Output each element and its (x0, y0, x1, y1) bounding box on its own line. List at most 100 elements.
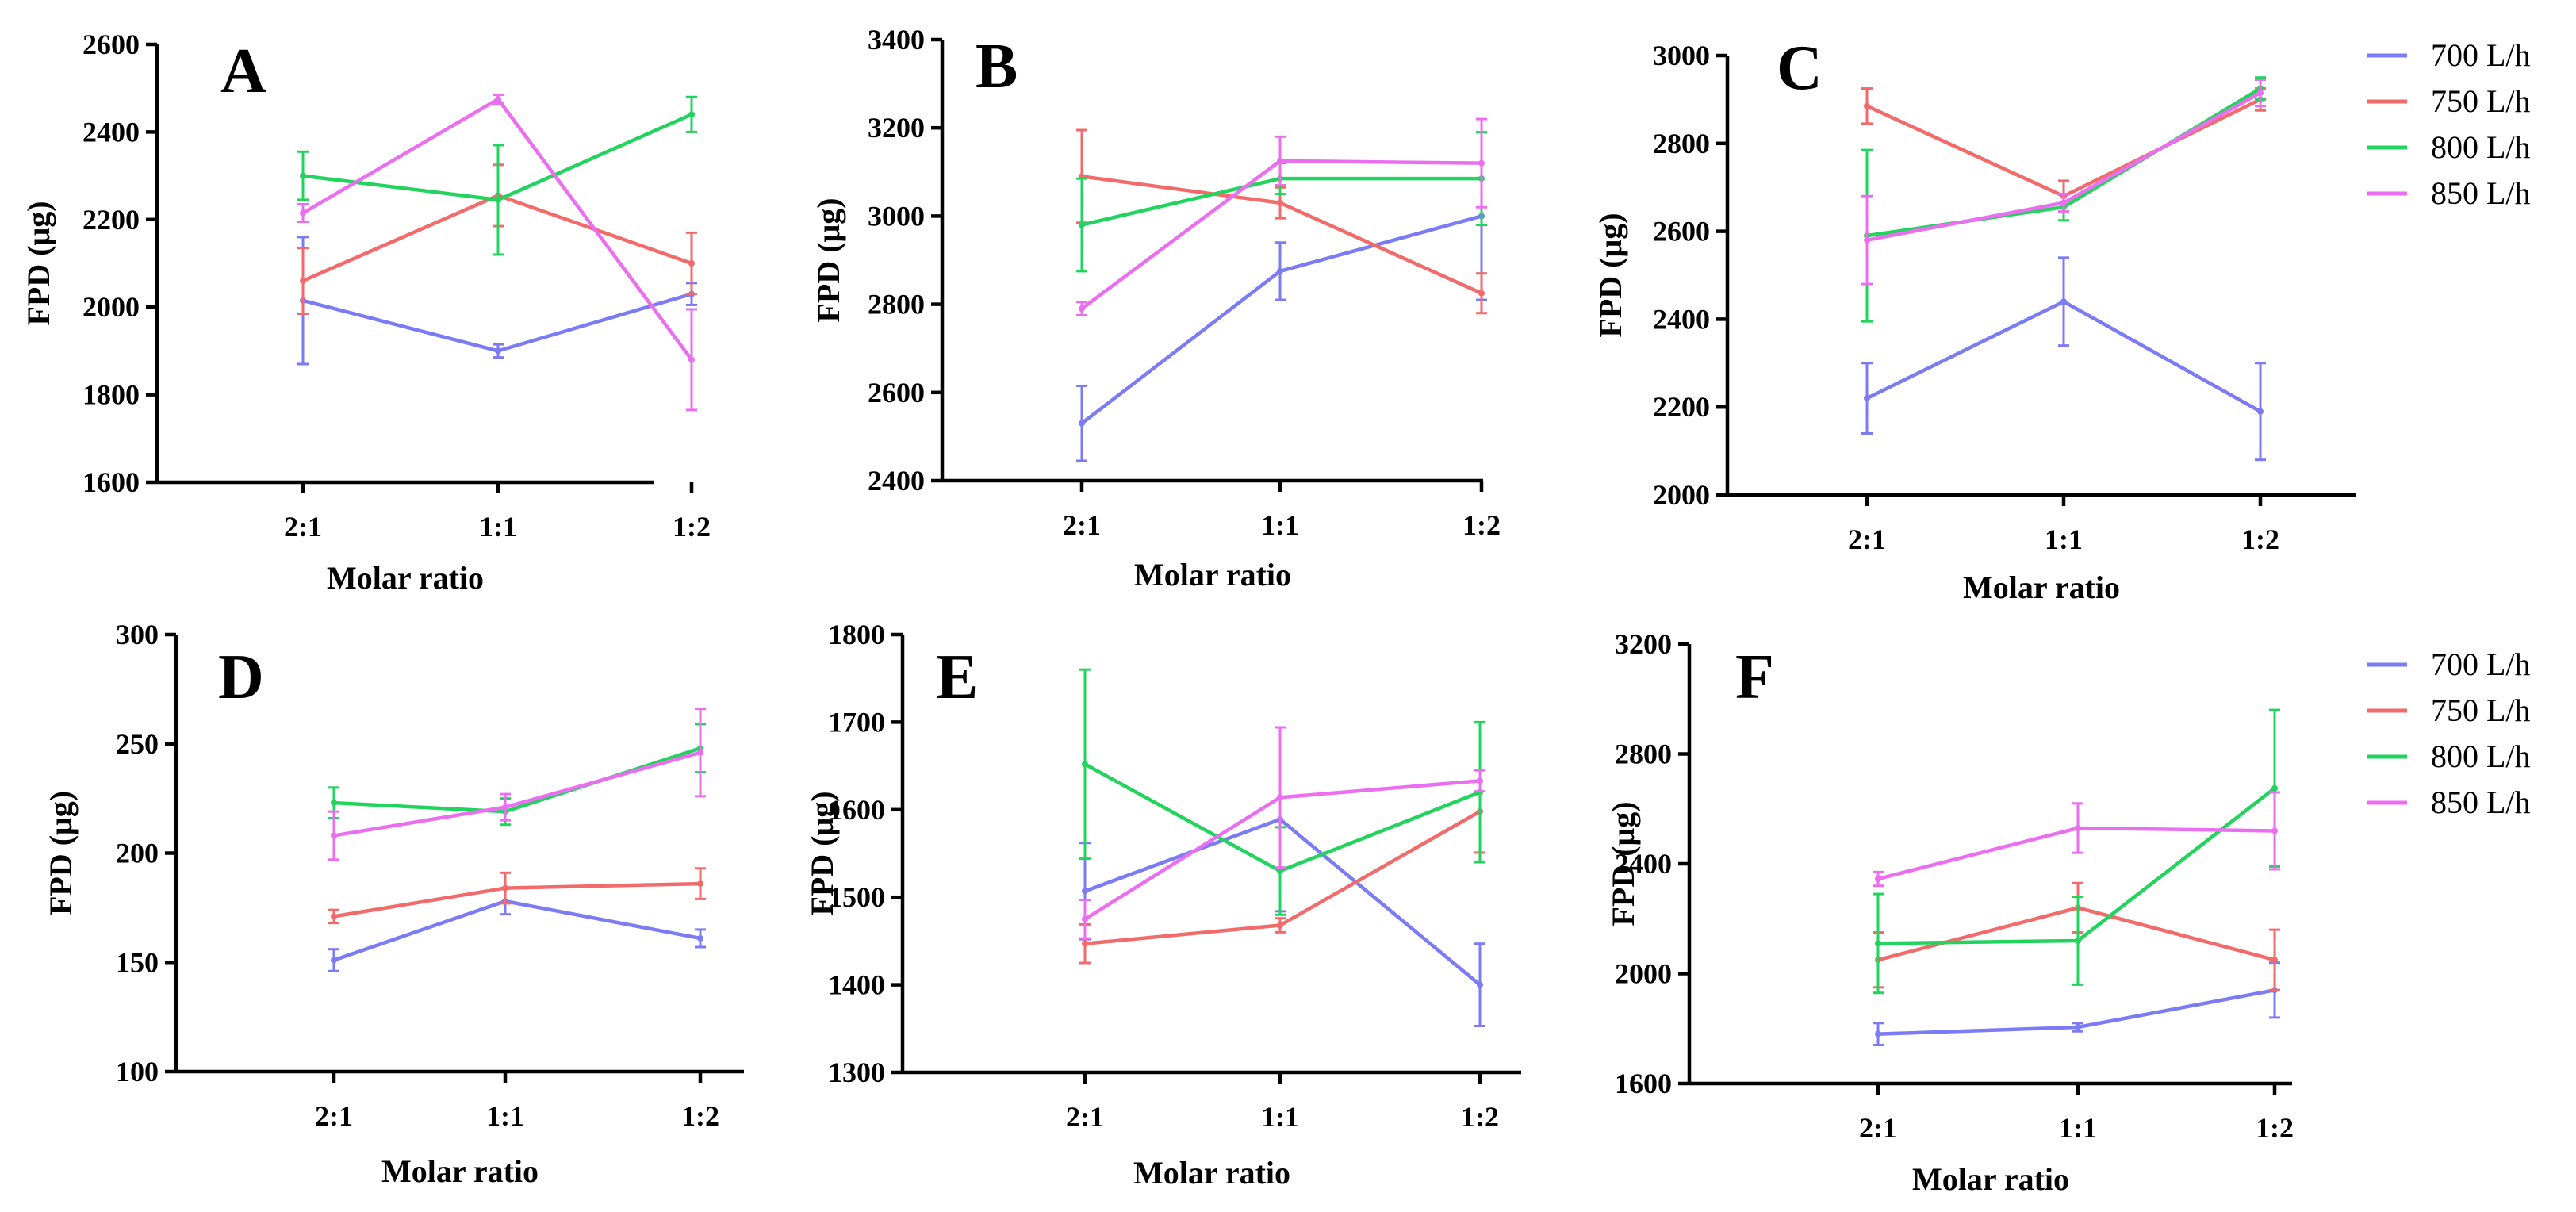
panel-c: 2000 2200 2400 2600 2800 3000 2:1 1:1 1:2 Molar r… (1593, 33, 2356, 605)
series-line (1083, 779, 1481, 921)
data-point (331, 913, 337, 920)
data-point (1277, 267, 1283, 274)
x-tick-label: 1:2 (1462, 509, 1501, 541)
y-tick-label: 2400 (82, 116, 140, 148)
data-point (1277, 199, 1283, 206)
data-point (1082, 915, 1088, 922)
x-tick-label: 1:2 (1461, 1101, 1499, 1133)
data-point (1277, 922, 1283, 929)
series-850-l-h (1873, 791, 2280, 888)
y-tick-label: 2800 (1615, 738, 1672, 770)
panel-letter: B (976, 32, 1018, 102)
y-tick-label: 2200 (82, 204, 140, 236)
y-axis-title: FPD (μg) (21, 201, 56, 325)
data-point (495, 96, 501, 102)
data-point (1477, 777, 1483, 784)
panel-d: 100 150 200 250 300 2:1 1:1 1:2 Molar ratio FPD (… (43, 619, 744, 1189)
data-point (1079, 305, 1085, 313)
x-tick-label: 2:1 (284, 511, 322, 543)
data-point (300, 209, 306, 217)
series-800-l-h (328, 723, 706, 827)
data-point (688, 111, 695, 118)
data-point (1082, 940, 1088, 947)
panel-a: 1600 1800 2000 2200 2400 2600 2:1 1:1 1:2 Molar r… (21, 29, 711, 596)
x-tick-label: 1:1 (486, 1100, 524, 1132)
legend-label: 700 L/h (2431, 646, 2531, 682)
data-point (495, 196, 501, 203)
y-tick-label: 1600 (82, 466, 140, 498)
legend-c: 700 L/h 750 L/h 800 L/h 850 L/h (2367, 37, 2531, 211)
data-point (502, 804, 508, 811)
panel-letter: A (220, 36, 266, 106)
panel-letter: F (1735, 642, 1774, 712)
data-point (1875, 940, 1881, 947)
data-point (331, 832, 337, 839)
panel-letter: D (218, 642, 264, 712)
series-850-l-h (1861, 78, 2266, 286)
y-tick-label: 1400 (828, 969, 885, 1001)
legend-label: 800 L/h (2431, 129, 2531, 165)
x-axis-title: Molar ratio (1134, 557, 1291, 593)
x-tick-label: 1:1 (2059, 1112, 2097, 1144)
y-tick-label: 1500 (828, 881, 885, 913)
x-axis-title: Molar ratio (381, 1153, 539, 1189)
data-point (2060, 199, 2067, 206)
x-tick-label: 1:2 (673, 511, 711, 543)
data-point (697, 934, 703, 942)
panel-f: 1600 2000 2400 2800 3200 2:1 1:1 1:2 Molar ratio… (1605, 628, 2294, 1197)
legend-f: 700 L/h 750 L/h 800 L/h 850 L/h (2367, 646, 2531, 820)
series-line (333, 881, 701, 919)
series-line (1877, 787, 2276, 945)
y-tick-label: 3400 (868, 24, 925, 56)
x-tick-label: 1:1 (479, 511, 517, 543)
data-point (1079, 420, 1085, 427)
y-tick-label: 2200 (1653, 391, 1710, 423)
legend-label: 800 L/h (2431, 738, 2531, 774)
x-tick-label: 1:2 (2241, 524, 2279, 555)
x-axis-title: Molar ratio (1912, 1161, 2069, 1197)
x-axis-title: Molar ratio (1963, 570, 2120, 605)
series-850-l-h (1079, 726, 1485, 940)
data-point (2075, 824, 2081, 831)
x-tick-label: 2:1 (1063, 509, 1101, 541)
data-point (688, 260, 695, 267)
data-point (2075, 1024, 2081, 1031)
data-point (1082, 888, 1088, 895)
series-850-l-h (328, 708, 706, 861)
data-point (2257, 408, 2264, 415)
y-tick-label: 1700 (828, 706, 885, 738)
y-tick-label: 100 (116, 1056, 159, 1087)
y-tick-label: 2400 (1615, 848, 1672, 880)
series-850-l-h (297, 93, 697, 412)
x-tick-label: 1:1 (1261, 1101, 1299, 1133)
legend-label: 850 L/h (2431, 784, 2531, 820)
series-750-l-h (1873, 881, 2280, 991)
legend-label: 750 L/h (2431, 692, 2531, 728)
series-700-l-h (1079, 726, 1485, 1027)
y-tick-label: 2000 (82, 291, 140, 323)
series-line (1080, 214, 1482, 425)
data-point (1478, 290, 1485, 297)
data-point (1277, 794, 1283, 801)
y-axis-title: FPD (μg) (43, 791, 79, 915)
y-tick-label: 200 (116, 838, 159, 869)
x-tick-label: 1:2 (2256, 1112, 2294, 1144)
series-750-l-h (1079, 769, 1485, 965)
panel-b: 2400 2600 2800 3000 3200 3400 2:1 1:1 1:2 Molar r… (811, 24, 1501, 593)
y-axis-title: FPD (μg) (811, 198, 846, 322)
y-tick-label: 3200 (868, 112, 925, 144)
data-point (1864, 395, 1870, 402)
legend-label: 700 L/h (2431, 37, 2531, 73)
data-point (1875, 1030, 1881, 1037)
data-point (2271, 784, 2278, 792)
data-point (331, 957, 337, 964)
data-point (1864, 102, 1870, 109)
legend-label: 750 L/h (2431, 83, 2531, 119)
data-point (1478, 159, 1485, 167)
y-tick-label: 2600 (1653, 216, 1710, 247)
series-700-l-h (1861, 256, 2266, 462)
x-axis-title: Molar ratio (327, 560, 484, 596)
data-point (697, 749, 703, 756)
data-point (2060, 298, 2067, 305)
panel-e: 1300 1400 1500 1600 1700 1800 2:1 1:1 1:2 Molar r… (804, 619, 1521, 1191)
